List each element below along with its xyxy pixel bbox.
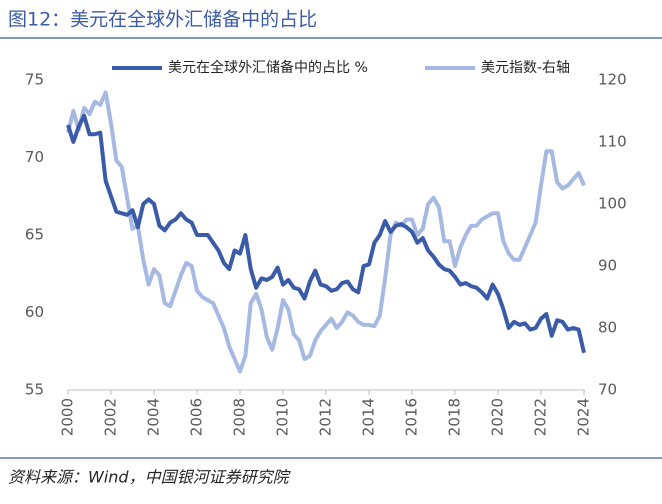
y-tick-label: 60 [25,303,44,321]
source: 资料来源：Wind，中国银河证券研究院 [8,468,292,487]
y2-tick-label: 120 [598,71,627,89]
legend-label: 美元指数-右轴 [481,60,570,76]
x-tick-label: 2018 [446,398,464,436]
x-tick-label: 2006 [188,398,206,436]
y-tick-label: 75 [25,71,44,89]
y-tick-label: 65 [25,226,44,244]
y2-tick-label: 70 [598,381,617,399]
x-tick-label: 2012 [317,398,335,436]
x-tick-label: 2022 [532,398,550,436]
x-tick-label: 2002 [102,398,120,436]
x-tick-label: 2004 [145,398,163,436]
y2-tick-label: 80 [598,319,617,337]
x-tick-label: 2020 [489,398,507,436]
x-tick-label: 2000 [59,398,77,436]
y-tick-label: 55 [25,381,44,399]
x-tick-label: 2024 [575,398,593,436]
x-tick-label: 2014 [360,398,378,436]
y2-tick-label: 90 [598,257,617,275]
x-tick-label: 2016 [403,398,421,436]
legend-label: 美元在全球外汇储备中的占比 % [168,59,368,76]
y-tick-label: 70 [25,148,44,166]
x-tick-label: 2008 [231,398,249,436]
series-line [66,113,586,354]
y2-tick-label: 100 [598,195,627,213]
y2-tick-label: 110 [598,133,627,151]
x-tick-label: 2010 [274,398,292,436]
series-line [66,90,586,374]
chart-title: 图12：美元在全球外汇储备中的占比 [8,9,317,31]
